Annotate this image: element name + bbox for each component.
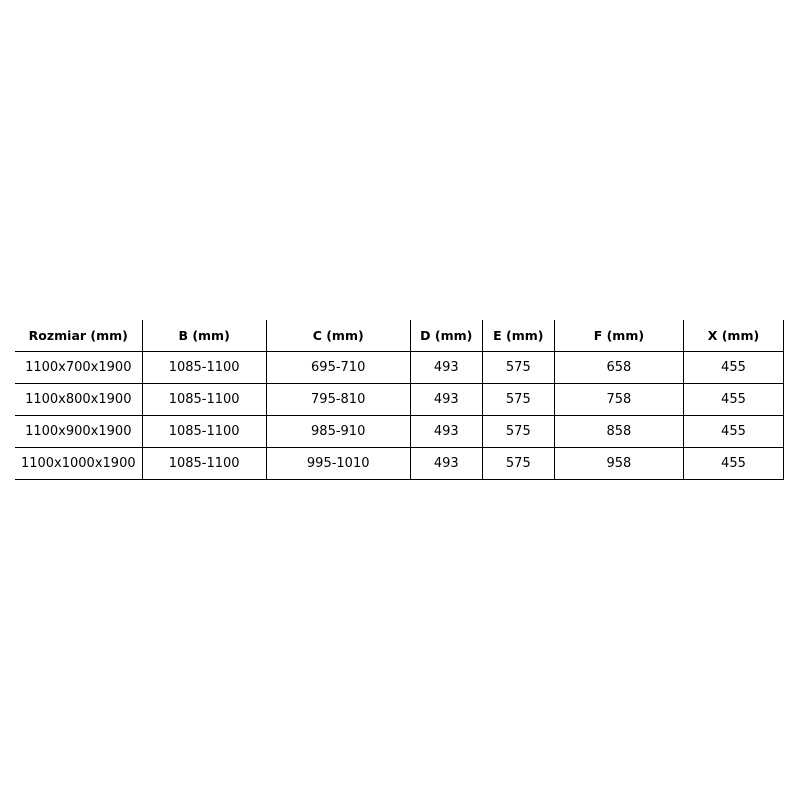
header-b: B (mm) (142, 320, 267, 352)
table-cell: 493 (410, 351, 483, 384)
header-c: C (mm) (266, 320, 411, 352)
table-cell: 493 (410, 415, 483, 448)
table-cell: 985-910 (266, 415, 411, 448)
table-cell: 575 (482, 383, 555, 416)
table-cell: 493 (410, 383, 483, 416)
table-cell: 1100x700x1900 (15, 351, 143, 384)
table-row: 1100x700x1900 1085-1100 695-710 493 575 658 45… (15, 351, 785, 384)
table-cell: 1085-1100 (142, 383, 267, 416)
table-cell: 1100x800x1900 (15, 383, 143, 416)
header-d: D (mm) (410, 320, 483, 352)
table-cell: 575 (482, 447, 555, 480)
table-cell: 575 (482, 415, 555, 448)
table-cell: 858 (554, 415, 684, 448)
table-cell: 575 (482, 351, 555, 384)
table-cell: 455 (683, 351, 785, 384)
table-row: 1100x800x1900 1085-1100 795-810 493 575 758 45… (15, 383, 785, 416)
header-e: E (mm) (482, 320, 555, 352)
table-cell: 455 (683, 415, 785, 448)
table-cell: 658 (554, 351, 684, 384)
table-cell: 695-710 (266, 351, 411, 384)
table-cell: 1085-1100 (142, 447, 267, 480)
table-cell: 493 (410, 447, 483, 480)
table-cell: 455 (683, 383, 785, 416)
table-cell: 958 (554, 447, 684, 480)
table-cell: 1085-1100 (142, 415, 267, 448)
header-f: F (mm) (554, 320, 684, 352)
header-rozmiar: Rozmiar (mm) (15, 320, 143, 352)
table-cell: 1085-1100 (142, 351, 267, 384)
table-row: 1100x1000x1900 1085-1100 995-1010 493 575 958… (15, 447, 785, 480)
table-cell: 758 (554, 383, 684, 416)
table-row: 1100x900x1900 1085-1100 985-910 493 575 858 45… (15, 415, 785, 448)
table-cell: 455 (683, 447, 785, 480)
dimensions-table: Rozmiar (mm) B (mm) C (mm) D (mm) E (mm)… (15, 320, 785, 480)
table-cell: 1100x900x1900 (15, 415, 143, 448)
header-x: X (mm) (683, 320, 785, 352)
table-cell: 995-1010 (266, 447, 411, 480)
table-cell: 795-810 (266, 383, 411, 416)
table-cell: 1100x1000x1900 (15, 447, 143, 480)
header-row: Rozmiar (mm) B (mm) C (mm) D (mm) E (mm)… (15, 320, 785, 352)
